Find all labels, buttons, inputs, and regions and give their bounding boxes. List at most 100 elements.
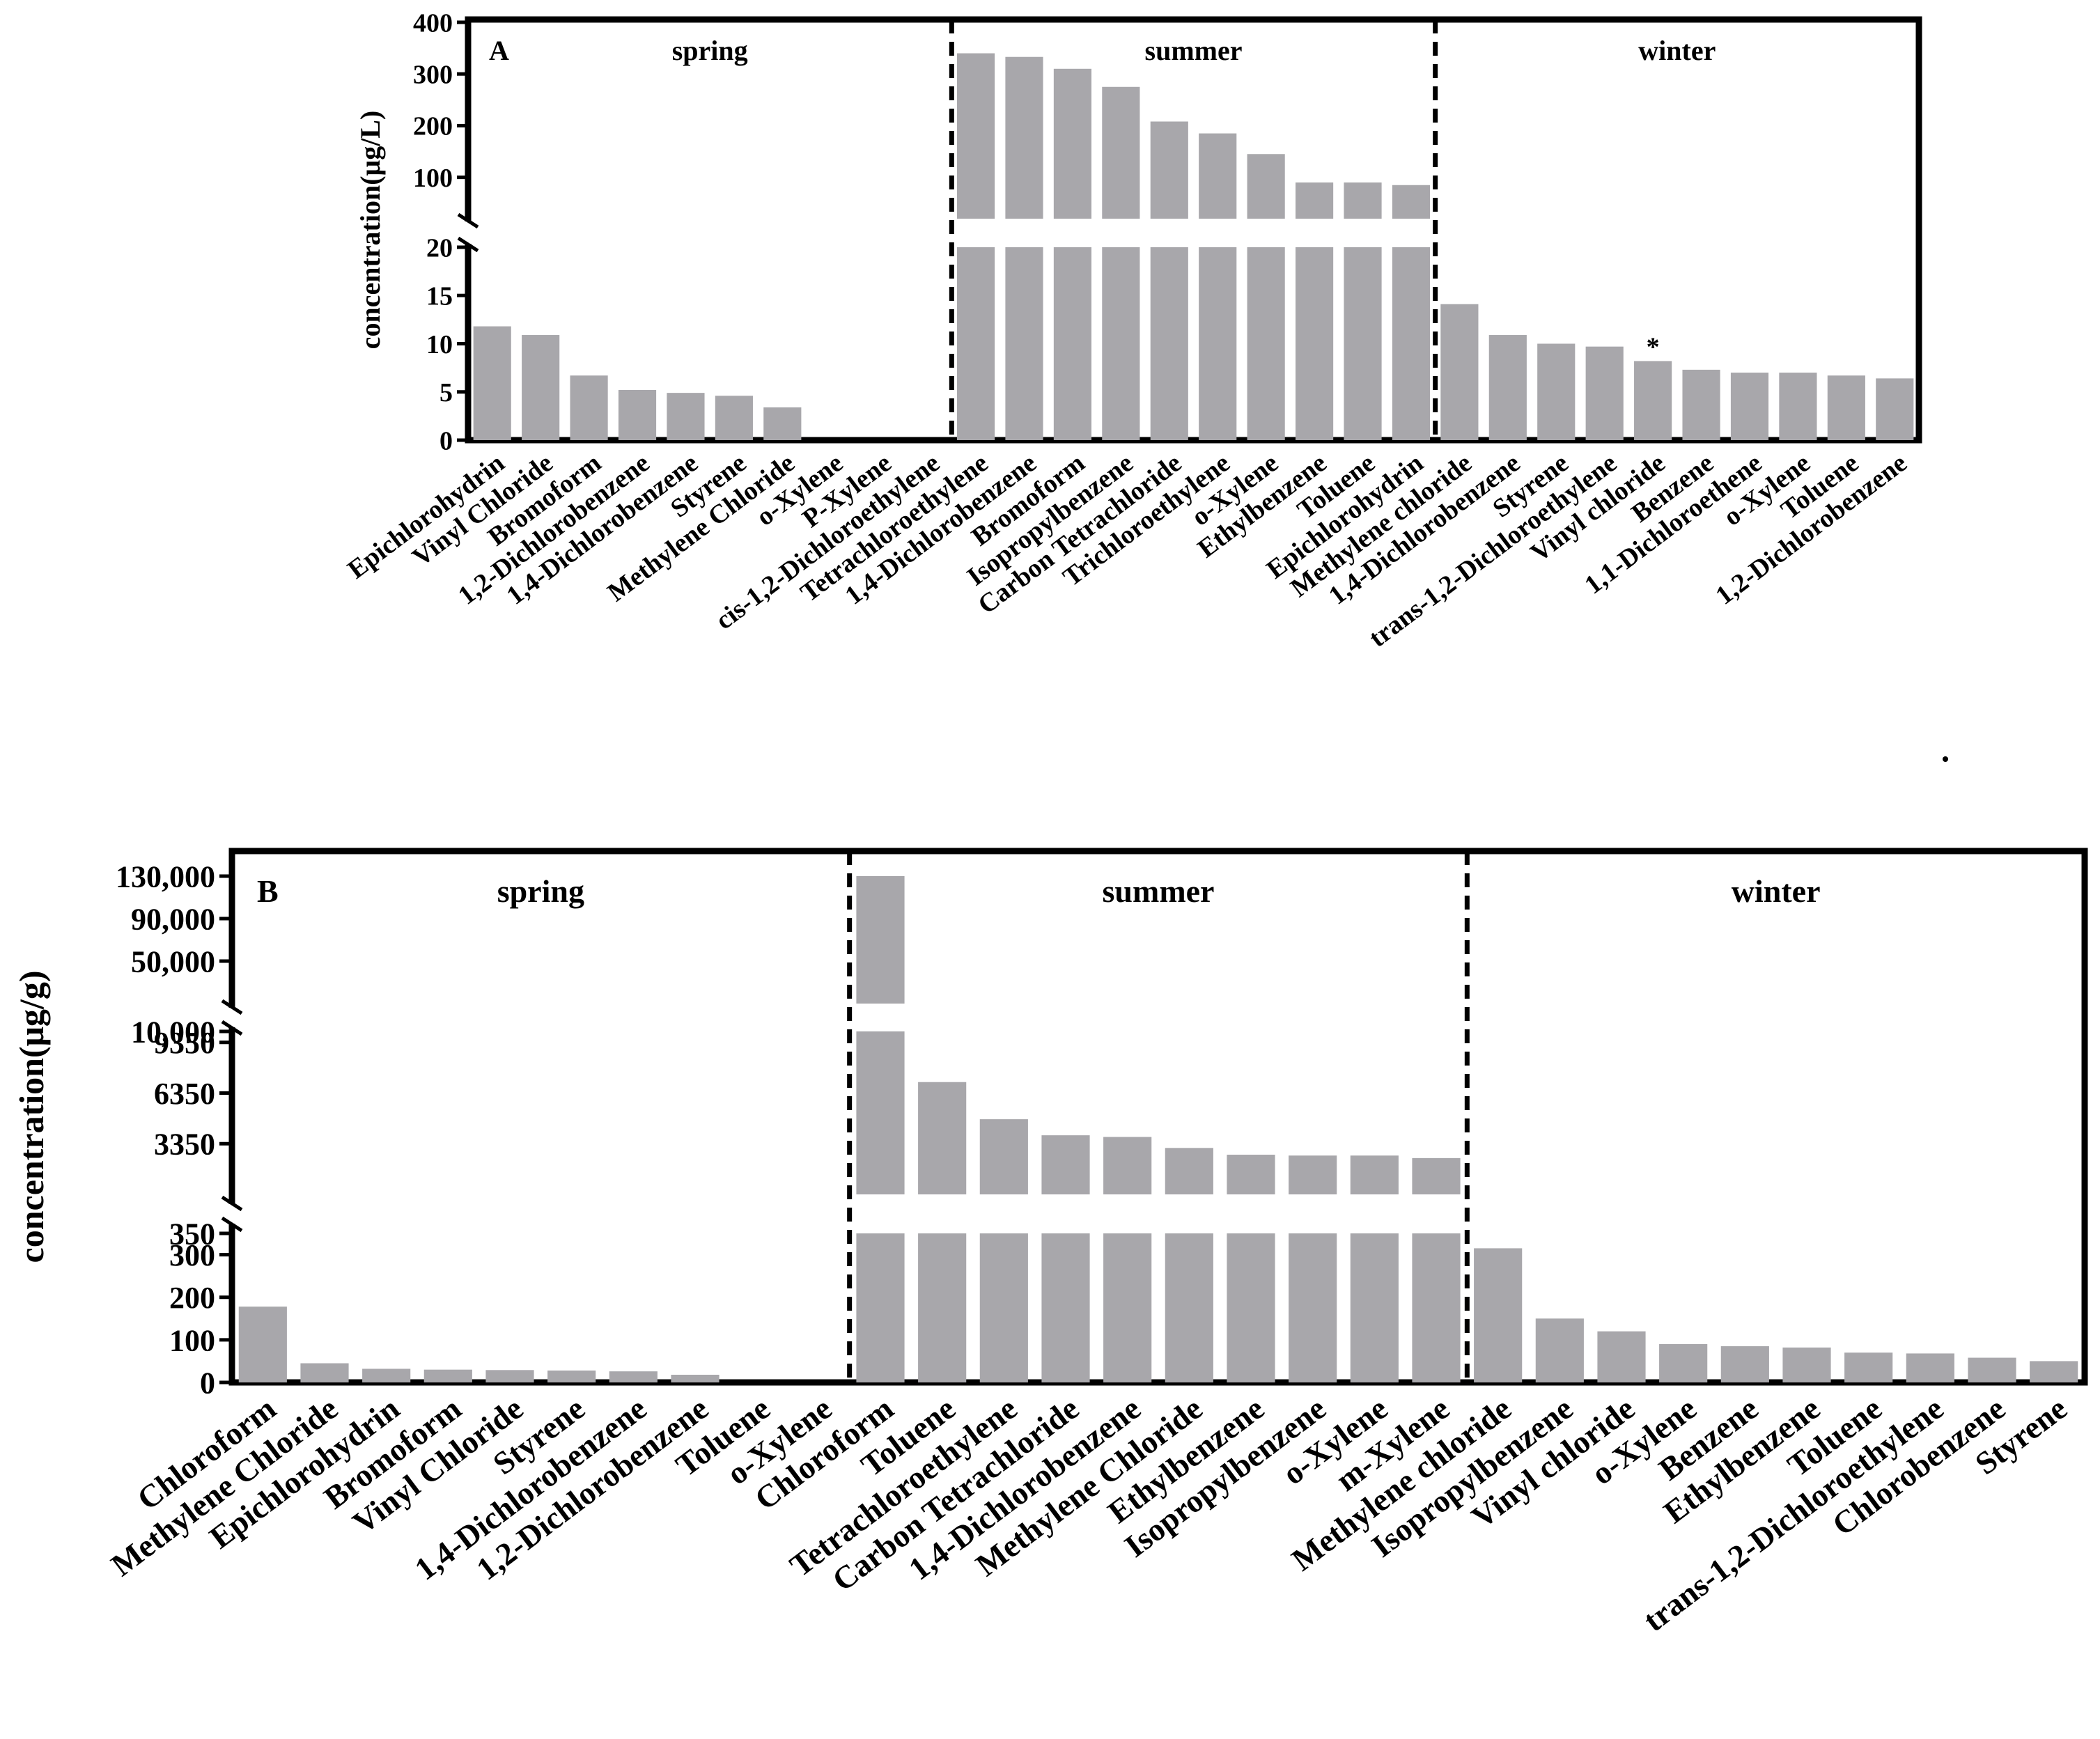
bar-summer-6 — [1199, 133, 1237, 219]
bar-summer-7 — [1247, 247, 1285, 440]
bar-summer-9 — [1350, 1233, 1399, 1382]
y-tick-label: 300 — [413, 61, 453, 90]
bar-winter-1 — [1440, 304, 1479, 440]
y-tick-label: 20 — [426, 233, 453, 263]
bar-summer-5 — [1103, 1137, 1152, 1194]
bar-summer-1 — [956, 53, 995, 219]
bar-winter-7 — [1844, 1352, 1893, 1382]
bar-winter-6 — [1782, 1347, 1831, 1382]
bar-spring-6 — [715, 396, 753, 440]
y-tick-label: 90,000 — [131, 902, 215, 936]
y-tick-label: 300 — [169, 1238, 215, 1272]
y-tick-label: 100 — [413, 164, 453, 193]
bar-winter-10 — [1876, 378, 1914, 440]
bar-summer-3 — [979, 1119, 1028, 1194]
bar-summer-9 — [1344, 247, 1382, 440]
bar-summer-5 — [1150, 121, 1188, 219]
bar-summer-7 — [1227, 1155, 1275, 1194]
bar-spring-1 — [473, 326, 511, 440]
axis-break-slash — [221, 999, 243, 1015]
bar-summer-8 — [1296, 182, 1334, 219]
y-tick-label: 10,000 — [131, 1015, 215, 1049]
y-tick-label: 6350 — [154, 1077, 215, 1111]
bar-summer-7 — [1247, 154, 1285, 219]
bar-winter-8 — [1779, 373, 1817, 440]
bar-winter-4 — [1585, 346, 1624, 440]
y-axis-label: concentration(μg/g) — [12, 971, 51, 1263]
bar-spring-5 — [667, 393, 705, 440]
bar-summer-8 — [1296, 247, 1334, 440]
group-label-summer: summer — [1103, 873, 1215, 909]
panel-label: B — [257, 873, 279, 909]
group-label-spring: spring — [497, 873, 584, 909]
bar-spring-8 — [671, 1374, 720, 1382]
axis-break-slash — [221, 1020, 243, 1036]
bar-summer-9 — [1344, 182, 1382, 219]
axis-break-slash — [457, 212, 479, 229]
bar-spring-5 — [485, 1370, 534, 1382]
bar-summer-4 — [1041, 1233, 1090, 1382]
bar-winter-2 — [1488, 335, 1527, 440]
bar-summer-10 — [1392, 247, 1431, 440]
bar-summer-3 — [1053, 247, 1091, 440]
group-label-summer: summer — [1145, 35, 1243, 66]
bar-summer-7 — [1227, 1233, 1275, 1382]
bar-winter-4 — [1659, 1343, 1708, 1382]
bar-summer-4 — [1041, 1135, 1090, 1194]
bar-summer-2 — [1005, 247, 1043, 440]
y-tick-label: 3350 — [154, 1128, 215, 1162]
y-tick-label: 400 — [413, 8, 453, 38]
bar-summer-3 — [1053, 68, 1091, 219]
bar-winter-5 — [1634, 361, 1672, 440]
significance-annotation: * — [1647, 332, 1660, 361]
y-tick-label: 5 — [440, 378, 453, 407]
bar-spring-6 — [547, 1370, 596, 1382]
plot-frame — [228, 848, 2088, 1386]
bar-winter-8 — [1906, 1353, 1954, 1382]
bar-summer-1 — [856, 876, 905, 1004]
bar-winter-10 — [2030, 1361, 2078, 1382]
group-label-winter: winter — [1732, 873, 1821, 909]
group-label-winter: winter — [1638, 35, 1716, 66]
stray-dot-mark — [1943, 756, 1948, 762]
bar-summer-9 — [1350, 1155, 1399, 1194]
bar-spring-7 — [609, 1371, 658, 1382]
y-tick-label: 130,000 — [116, 859, 215, 894]
bar-summer-10 — [1412, 1157, 1461, 1194]
axis-break-slash — [457, 236, 479, 253]
bar-summer-10 — [1392, 185, 1431, 219]
y-tick-label: 350 — [169, 1217, 215, 1251]
bar-summer-5 — [1103, 1233, 1152, 1382]
y-tick-label: 0 — [440, 426, 453, 455]
bar-summer-2 — [918, 1082, 967, 1194]
bar-summer-1 — [856, 1031, 905, 1194]
bar-summer-6 — [1199, 247, 1237, 440]
y-axis-label: concentration(μg/L) — [355, 111, 386, 350]
y-tick-label: 200 — [169, 1281, 215, 1315]
bar-spring-7 — [763, 407, 802, 440]
bar-summer-10 — [1412, 1233, 1461, 1382]
y-tick-label: 0 — [200, 1366, 215, 1400]
bar-winter-1 — [1474, 1248, 1523, 1382]
group-label-spring: spring — [672, 35, 748, 66]
bar-winter-5 — [1720, 1346, 1769, 1382]
bar-summer-4 — [1102, 247, 1140, 440]
y-tick-label: 200 — [413, 112, 453, 141]
y-tick-label: 10 — [426, 330, 453, 359]
bar-summer-6 — [1165, 1233, 1213, 1382]
bar-spring-3 — [362, 1368, 411, 1382]
y-tick-label: 100 — [169, 1323, 215, 1357]
bar-spring-3 — [570, 375, 608, 440]
bar-spring-1 — [238, 1307, 287, 1382]
bar-summer-5 — [1150, 247, 1188, 440]
bar-spring-4 — [618, 389, 657, 440]
bar-summer-8 — [1289, 1233, 1337, 1382]
bar-spring-2 — [300, 1363, 349, 1382]
bar-summer-8 — [1289, 1155, 1337, 1194]
panel-label: A — [489, 35, 509, 66]
bar-winter-3 — [1597, 1331, 1646, 1382]
axis-break-slash — [221, 1216, 243, 1233]
